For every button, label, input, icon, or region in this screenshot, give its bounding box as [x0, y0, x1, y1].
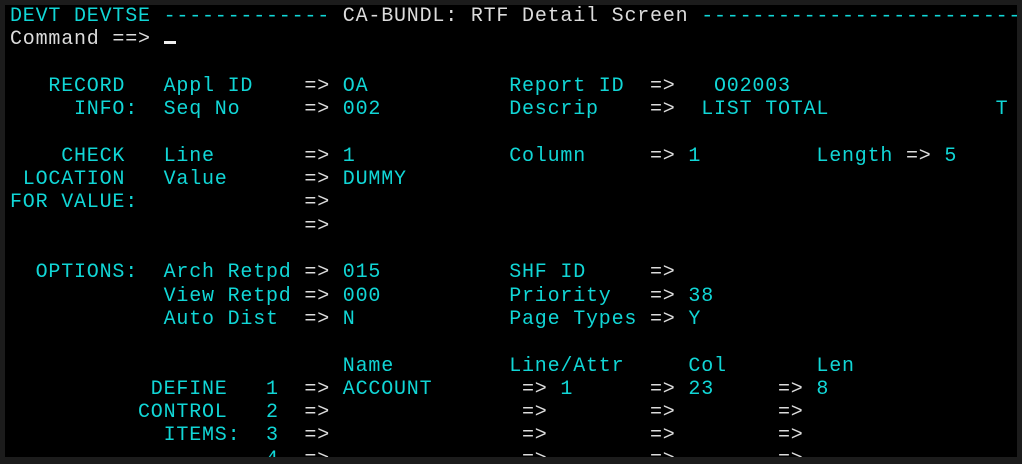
item-col-field[interactable]: 23: [688, 377, 714, 401]
arrow: =>: [778, 377, 804, 401]
appl-id-field[interactable]: OA: [342, 74, 369, 98]
arrow: =>: [522, 401, 548, 425]
col-header-len: Len: [816, 354, 855, 378]
terminal-screen: DEVT DEVTSE ------------- CA-BUNDL: RTF …: [5, 5, 1017, 457]
command-input[interactable]: [163, 28, 176, 51]
descrip-label: Descrip: [509, 98, 599, 122]
cursor: [163, 41, 176, 45]
view-retpd-field[interactable]: 000: [342, 284, 382, 308]
item-line-attr-field[interactable]: 1: [560, 377, 574, 401]
seq-no-label: Seq No: [163, 98, 241, 122]
value-field[interactable]: DUMMY: [342, 168, 407, 192]
item-number: 2: [266, 401, 279, 425]
item-number: 1: [266, 377, 279, 401]
arrow: =>: [650, 144, 676, 168]
command-label: Command ==>: [10, 28, 151, 52]
arrow: =>: [304, 98, 330, 122]
arch-retpd-field[interactable]: 015: [342, 261, 382, 285]
screen-title: CA-BUNDL: RTF Detail Screen: [342, 5, 689, 28]
control-label: CONTROL: [138, 401, 228, 425]
descrip-field[interactable]: LIST TOTAL: [701, 98, 830, 122]
shf-id-label: SHF ID: [509, 261, 586, 285]
arrow: =>: [778, 424, 804, 448]
arrow: =>: [522, 448, 548, 457]
header-dashes-left: -------------: [163, 5, 331, 28]
arrow: =>: [304, 307, 330, 331]
header-dashes-right: -------------------------: [701, 5, 1017, 28]
arrow: =>: [650, 261, 676, 285]
arrow: =>: [304, 284, 330, 308]
arrow: =>: [304, 401, 330, 425]
arrow: =>: [778, 448, 804, 457]
column-field[interactable]: 1: [688, 144, 702, 168]
arrow: =>: [650, 401, 676, 425]
col-header-line-attr: Line/Attr: [509, 354, 625, 378]
item-len-field[interactable]: 8: [816, 377, 830, 401]
item-number: 4: [266, 448, 279, 457]
page-types-label: Page Types: [509, 307, 638, 331]
define-label: DEFINE: [150, 377, 228, 401]
auto-dist-field[interactable]: N: [342, 307, 356, 331]
appl-id-label: Appl ID: [163, 74, 254, 98]
arrow: =>: [522, 377, 548, 401]
arrow: =>: [304, 261, 330, 285]
line-label: Line: [163, 144, 215, 168]
arrow: =>: [778, 401, 804, 425]
length-label: Length: [816, 144, 894, 168]
length-field[interactable]: 5: [944, 144, 958, 168]
auto-dist-label: Auto Dist: [163, 307, 279, 331]
priority-label: Priority: [509, 284, 612, 308]
page-types-field[interactable]: Y: [688, 307, 702, 331]
arrow: =>: [906, 144, 932, 168]
arrow: =>: [304, 377, 330, 401]
record-label: RECORD: [48, 74, 126, 98]
report-id-field[interactable]: O02003: [714, 74, 791, 98]
line-field[interactable]: 1: [342, 144, 356, 168]
arrow: =>: [650, 284, 676, 308]
arrow: =>: [650, 98, 676, 122]
arrow: =>: [522, 424, 548, 448]
arrow: =>: [650, 307, 676, 331]
check-label: CHECK: [61, 144, 126, 168]
arrow: =>: [304, 448, 330, 457]
priority-field[interactable]: 38: [688, 284, 714, 308]
items-label: ITEMS:: [163, 424, 241, 448]
item-number: 3: [266, 424, 279, 448]
arrow: =>: [304, 424, 330, 448]
seq-no-field[interactable]: 002: [342, 98, 382, 122]
system-id: DEVT DEVTSE: [10, 5, 151, 28]
arrow: =>: [650, 448, 676, 457]
arch-retpd-label: Arch Retpd: [163, 261, 292, 285]
col-header-col: Col: [688, 354, 727, 378]
arrow: =>: [304, 144, 330, 168]
col-header-name: Name: [342, 354, 395, 378]
arrow: =>: [650, 424, 676, 448]
arrow: =>: [650, 74, 676, 98]
report-id-label: Report ID: [509, 74, 625, 98]
options-label: OPTIONS:: [35, 261, 139, 285]
arrow: =>: [304, 74, 330, 98]
for-value-label: FOR VALUE:: [10, 191, 139, 215]
location-label: LOCATION: [22, 168, 126, 192]
info-label: INFO:: [74, 98, 139, 122]
item-name-field[interactable]: ACCOUNT: [342, 377, 433, 401]
arrow: =>: [304, 214, 330, 238]
arrow: =>: [304, 168, 330, 192]
column-label: Column: [509, 144, 586, 168]
arrow: =>: [650, 377, 676, 401]
descrip-tail: T: [995, 98, 1009, 122]
value-label: Value: [163, 168, 228, 192]
arrow: =>: [304, 191, 330, 215]
view-retpd-label: View Retpd: [163, 284, 292, 308]
